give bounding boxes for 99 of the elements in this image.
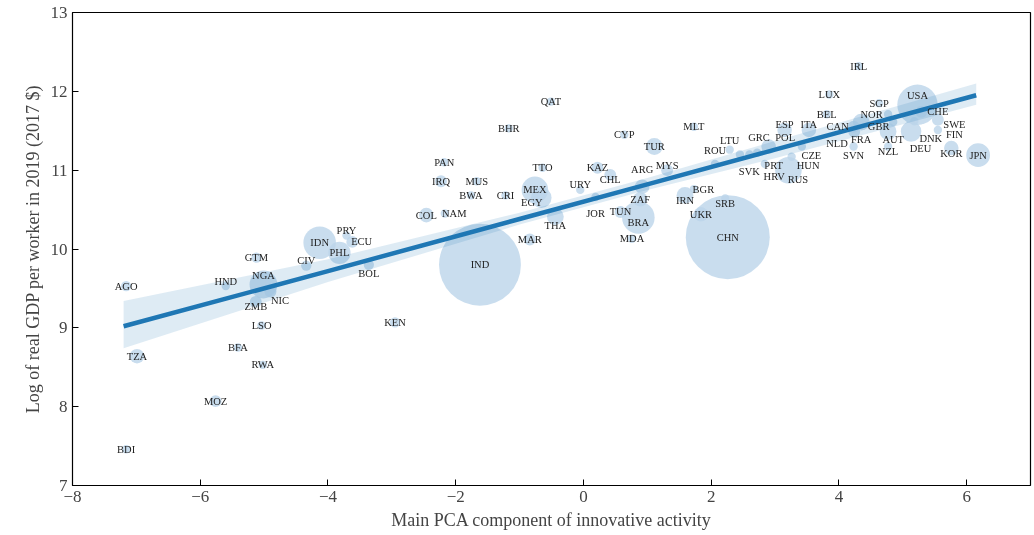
data-label: PAN	[434, 156, 455, 168]
data-label: MOZ	[203, 395, 228, 407]
data-label: ZAF	[630, 193, 651, 205]
data-label: DEU	[909, 143, 932, 155]
data-label: ARG	[631, 164, 654, 176]
data-label: MYS	[655, 159, 679, 171]
data-label: CHL	[599, 174, 621, 186]
data-label: MLT	[683, 121, 706, 133]
data-label: CAN	[826, 121, 850, 133]
data-label: CZE	[801, 150, 822, 162]
data-label: SGP	[869, 97, 889, 109]
data-label: EGY	[521, 197, 544, 209]
x-tick-label: −6	[191, 486, 210, 506]
data-label: KOR	[940, 147, 963, 159]
data-label: GRC	[748, 131, 770, 143]
data-label: AGO	[114, 280, 138, 292]
data-label: GTM	[244, 252, 269, 264]
data-label: PRY	[336, 225, 357, 237]
data-label: IRQ	[431, 175, 451, 187]
data-label: MEX	[523, 184, 547, 196]
data-label: SRB	[715, 198, 736, 210]
data-label: ROU	[703, 145, 727, 157]
data-label: IDN	[310, 237, 330, 249]
data-label: NGA	[252, 269, 276, 281]
data-label: RUS	[787, 173, 809, 185]
data-label: MUS	[465, 175, 489, 187]
data-label: FIN	[945, 129, 964, 141]
x-tick-label: 6	[962, 486, 971, 506]
x-tick-label: −4	[318, 486, 338, 506]
x-tick-label: −2	[446, 486, 465, 506]
data-label: THA	[544, 220, 567, 232]
data-label: CYP	[614, 129, 635, 141]
data-label: ECU	[351, 236, 373, 248]
data-label: TZA	[126, 350, 148, 362]
y-tick-label: 10	[50, 239, 68, 259]
data-label: TUN	[609, 206, 632, 218]
data-label: NZL	[877, 146, 899, 158]
data-label: CIV	[297, 255, 316, 267]
data-label: URY	[569, 179, 592, 191]
data-label: UKR	[689, 208, 713, 220]
data-label: KEN	[384, 316, 407, 328]
y-tick-label: 8	[59, 397, 68, 417]
data-label: SVN	[843, 150, 865, 162]
data-label: HUN	[796, 160, 820, 172]
data-label: POL	[775, 132, 796, 144]
data-label: BOL	[358, 268, 380, 280]
data-label: COL	[415, 209, 437, 221]
data-label: MDA	[619, 233, 645, 245]
y-tick-label: 11	[51, 160, 68, 180]
data-label: CHE	[927, 106, 949, 118]
x-tick-label: 2	[706, 486, 716, 506]
data-label: RWA	[251, 359, 275, 371]
y-tick-label: 9	[59, 318, 68, 338]
data-label: BFA	[228, 342, 249, 354]
data-label: LSO	[251, 319, 272, 331]
data-label: QAT	[540, 96, 562, 108]
data-label: LTU	[719, 135, 740, 147]
data-label: HND	[214, 275, 238, 287]
data-label: GBR	[867, 121, 890, 133]
data-label: BEL	[816, 108, 837, 120]
x-axis-title: Main PCA component of innovative activity	[391, 509, 711, 530]
data-label: NIC	[270, 295, 289, 307]
data-label: TTO	[532, 162, 554, 174]
data-label: SVK	[738, 165, 761, 177]
data-label: ITA	[800, 119, 818, 131]
data-label: BWA	[459, 189, 484, 201]
data-label: TUR	[643, 141, 665, 153]
data-label: HRV	[763, 171, 786, 183]
data-label: BHR	[497, 122, 520, 134]
data-label: IRN	[675, 194, 695, 206]
data-label: SWE	[943, 119, 966, 131]
y-axis-title: Log of real GDP per worker in 2019 (2017 $)	[22, 85, 44, 414]
data-label: AUT	[882, 133, 905, 145]
data-label: USA	[906, 90, 929, 102]
data-label: ZMB	[244, 301, 268, 313]
data-label: PHL	[329, 247, 350, 259]
data-label: ESP	[775, 119, 794, 131]
data-label: BRA	[627, 216, 650, 228]
data-label: KAZ	[586, 162, 609, 174]
data-label: CHN	[716, 231, 740, 243]
data-label: JOR	[586, 208, 605, 220]
data-label: CRI	[496, 189, 515, 201]
data-label: FRA	[851, 133, 872, 145]
x-tick-label: 0	[579, 486, 588, 506]
y-tick-label: 12	[50, 81, 68, 101]
data-label: NOR	[860, 108, 883, 120]
y-tick-label: 13	[50, 3, 68, 22]
data-label: JPN	[969, 149, 988, 161]
data-label: NLD	[826, 138, 849, 150]
data-label: MAR	[517, 234, 542, 246]
data-label: BDI	[117, 443, 136, 455]
data-label: DNK	[919, 132, 943, 144]
data-label: BGR	[692, 183, 715, 195]
x-tick-label: 4	[834, 486, 844, 506]
data-label: LUX	[818, 88, 841, 100]
data-label: IRL	[850, 60, 868, 72]
data-label: IND	[470, 259, 490, 271]
data-label: NAM	[442, 208, 468, 220]
data-label: PRT	[764, 160, 784, 172]
